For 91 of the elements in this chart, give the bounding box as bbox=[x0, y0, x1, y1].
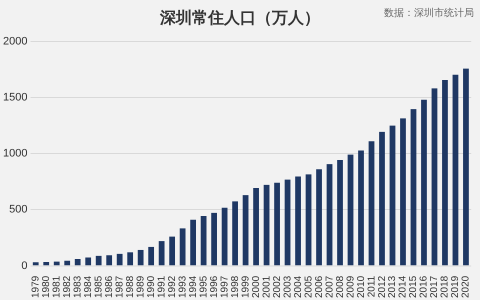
bar bbox=[85, 257, 92, 266]
bar bbox=[452, 74, 458, 266]
x-tick-label: 2004 bbox=[292, 275, 304, 298]
y-tick-label: 500 bbox=[9, 204, 28, 216]
bar bbox=[463, 68, 469, 266]
bar bbox=[211, 212, 217, 266]
bar bbox=[116, 254, 123, 266]
bar bbox=[316, 169, 322, 266]
x-tick-label: 1997 bbox=[219, 275, 230, 298]
bar bbox=[200, 216, 206, 266]
bar bbox=[253, 188, 259, 266]
x-tick-label: 2006 bbox=[314, 275, 325, 298]
x-tick-label: 2000 bbox=[250, 275, 262, 298]
bar bbox=[158, 241, 165, 266]
x-tick-label: 2010 bbox=[356, 275, 367, 298]
bar bbox=[148, 246, 154, 266]
x-tick-label: 2003 bbox=[282, 275, 294, 298]
x-tick-label: 1995 bbox=[198, 275, 210, 298]
text: 数据：深圳市统计局 bbox=[384, 6, 474, 20]
bar bbox=[180, 228, 186, 266]
bar bbox=[190, 220, 196, 266]
x-tick-label: 1987 bbox=[114, 275, 126, 298]
x-tick-label: 1998 bbox=[230, 275, 241, 298]
x-tick-label: 2016 bbox=[418, 275, 430, 298]
x-tick-label: 2018 bbox=[440, 275, 451, 298]
bar bbox=[127, 252, 134, 266]
bar bbox=[326, 164, 332, 266]
x-tick-label: 2017 bbox=[429, 275, 440, 298]
x-tick-label: 1992 bbox=[166, 275, 178, 298]
x-tick-label: 2008 bbox=[334, 275, 346, 298]
x-tick-label: 1982 bbox=[62, 275, 73, 298]
x-tick-label: 2020 bbox=[460, 275, 472, 298]
bar bbox=[32, 262, 39, 266]
x-tick-label: 1983 bbox=[72, 275, 84, 298]
bar bbox=[64, 260, 70, 266]
bar bbox=[337, 160, 343, 266]
bar bbox=[442, 80, 448, 266]
x-tick-label: 1994 bbox=[188, 275, 199, 298]
x-tick-label: 2009 bbox=[345, 275, 356, 298]
bar bbox=[306, 174, 312, 266]
x-tick-label: 1996 bbox=[208, 275, 220, 298]
x-tick-label: 1991 bbox=[156, 275, 168, 298]
x-tick-label: 2007 bbox=[324, 275, 336, 298]
bar bbox=[390, 126, 396, 266]
y-tick-label: 2000 bbox=[2, 36, 28, 48]
bar bbox=[284, 180, 290, 266]
x-tick-label: 1986 bbox=[104, 275, 115, 298]
bar bbox=[348, 154, 354, 266]
x-tick-label: 2001 bbox=[261, 275, 272, 298]
bar bbox=[421, 100, 427, 266]
x-tick-label: 1993 bbox=[177, 275, 188, 298]
bar bbox=[410, 109, 416, 266]
bar bbox=[358, 150, 364, 266]
x-tick-label: 2012 bbox=[376, 275, 388, 298]
chart-title: 深圳常住人口（万人） bbox=[160, 8, 320, 27]
x-tick-label: 1979 bbox=[30, 275, 42, 298]
y-tick-label: 1500 bbox=[2, 92, 28, 104]
bar bbox=[379, 132, 385, 266]
bar bbox=[242, 195, 248, 266]
bar bbox=[43, 262, 50, 266]
x-tick-label: 2014 bbox=[398, 275, 409, 298]
x-tick-label: 1990 bbox=[146, 275, 157, 298]
x-tick-label: 1999 bbox=[240, 275, 252, 298]
x-tick-label: 2015 bbox=[408, 275, 420, 298]
bar bbox=[169, 236, 176, 266]
x-tick-label: 1985 bbox=[93, 275, 104, 298]
bar bbox=[274, 182, 280, 266]
x-tick-label: 1988 bbox=[124, 275, 136, 298]
bar bbox=[400, 118, 406, 266]
x-tick-label: 2002 bbox=[272, 275, 283, 298]
x-tick-label: 1980 bbox=[40, 275, 52, 298]
bar bbox=[96, 256, 102, 266]
x-tick-label: 1984 bbox=[82, 275, 94, 298]
x-tick-label: 2019 bbox=[450, 275, 462, 298]
bar bbox=[295, 176, 301, 266]
x-tick-label: 1989 bbox=[135, 275, 146, 298]
x-tick-label: 1981 bbox=[51, 275, 62, 298]
x-tick-label: 2013 bbox=[387, 275, 398, 298]
y-tick-label: 0 bbox=[21, 260, 28, 272]
bar bbox=[368, 141, 374, 266]
bar bbox=[138, 250, 144, 266]
bar bbox=[54, 262, 60, 266]
x-tick-label: 2005 bbox=[303, 275, 314, 298]
bar bbox=[106, 255, 112, 266]
bar bbox=[232, 201, 238, 266]
bar bbox=[222, 208, 228, 266]
x-tick-label: 2011 bbox=[366, 275, 378, 298]
y-tick-label: 1000 bbox=[2, 148, 28, 160]
bar bbox=[74, 259, 81, 266]
bar bbox=[264, 184, 270, 266]
bar bbox=[432, 88, 438, 266]
